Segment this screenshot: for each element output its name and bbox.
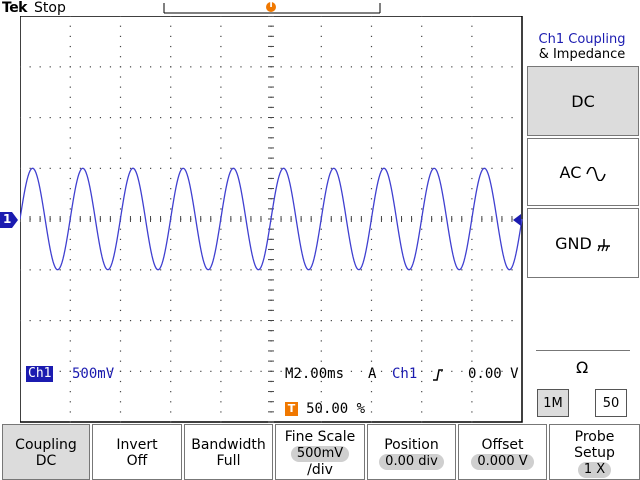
position-menu-label: Position	[384, 437, 439, 453]
coupling-menu-button[interactable]: Coupling DC	[2, 424, 90, 480]
offset-menu-label: Offset	[481, 437, 524, 453]
channel-marker-label: 1	[3, 212, 12, 226]
invert-menu-button[interactable]: Invert Off	[92, 424, 182, 480]
side-menu-title: Ch1 Coupling & Impedance	[526, 32, 638, 62]
ohm-icon: Ω	[576, 358, 589, 377]
bandwidth-menu-value: Full	[216, 453, 241, 469]
ch1-readout-tag: Ch1	[26, 366, 54, 382]
bandwidth-menu-button[interactable]: Bandwidth Full	[184, 424, 273, 480]
record-trigger-marker: T	[268, 0, 275, 10]
position-menu-value: 0.00 div	[379, 454, 444, 470]
impedance-50-button[interactable]: 50	[595, 389, 627, 417]
coupling-ac-button[interactable]: AC	[527, 138, 639, 206]
trigger-position-readout: T 50.00 %	[285, 398, 365, 417]
trigger-pos-value: 50.00 %	[306, 400, 366, 417]
grid-dots	[20, 16, 513, 423]
trigger-level-arrow-icon	[513, 214, 521, 226]
trigger-pos-icon: T	[285, 401, 298, 416]
ch1-ground-marker[interactable]: 1	[0, 212, 20, 228]
fine-scale-menu-button[interactable]: Fine Scale 500mV /div	[275, 424, 365, 480]
invert-menu-label: Invert	[116, 437, 158, 453]
status-bar: Tek Stop T	[0, 0, 640, 16]
rising-edge-icon	[433, 369, 443, 381]
bottom-menu: Coupling DC Invert Off Bandwidth Full Fi…	[0, 424, 640, 480]
channel-marker-icon	[0, 212, 18, 228]
side-menu-title-line1: Ch1 Coupling	[538, 32, 626, 47]
graticule	[20, 16, 523, 423]
bandwidth-menu-label: Bandwidth	[191, 437, 266, 453]
trigger-level: 0.00 V	[468, 366, 519, 382]
coupling-menu-label: Coupling	[15, 437, 77, 453]
offset-menu-button[interactable]: Offset 0.000 V	[458, 424, 547, 480]
ch1-waveform-trace	[20, 167, 523, 271]
fine-scale-menu-label: Fine Scale	[284, 429, 356, 445]
coupling-gnd-label: GND	[555, 234, 592, 253]
coupling-dc-label: DC	[571, 92, 595, 111]
impedance-1m-button[interactable]: 1M	[537, 389, 569, 417]
position-menu-button[interactable]: Position 0.00 div	[367, 424, 456, 480]
side-menu-title-line2: & Impedance	[538, 47, 626, 62]
coupling-ac-label: AC	[559, 163, 582, 182]
brand-logo: Tek	[2, 0, 28, 16]
impedance-1m-label: 1M	[543, 396, 563, 411]
trigger-source: Ch1	[392, 366, 418, 382]
volts-per-div: 500mV	[72, 366, 115, 382]
impedance-50-label: 50	[602, 396, 620, 411]
offset-menu-value: 0.000 V	[471, 454, 534, 470]
coupling-dc-button[interactable]: DC	[527, 66, 639, 136]
probe-setup-menu-label2: Setup	[574, 445, 615, 461]
ground-icon	[597, 238, 610, 251]
timebase-readout: M2.00ms	[285, 366, 345, 382]
coupling-gnd-button[interactable]: GND	[527, 208, 639, 278]
impedance-divider	[536, 350, 630, 351]
ac-sine-icon	[586, 166, 607, 181]
fine-scale-menu-unit: /div	[307, 462, 333, 478]
record-view-bar	[163, 2, 381, 14]
invert-menu-value: Off	[126, 453, 148, 469]
fine-scale-menu-value: 500mV	[290, 446, 350, 462]
acquisition-status: Stop	[34, 0, 66, 16]
probe-setup-menu-label: Probe	[574, 429, 615, 445]
probe-setup-menu-button[interactable]: Probe Setup 1 X	[549, 424, 640, 480]
coupling-menu-value: DC	[35, 453, 57, 469]
trigger-mode: A	[368, 366, 377, 382]
probe-setup-menu-value: 1 X	[577, 462, 612, 478]
